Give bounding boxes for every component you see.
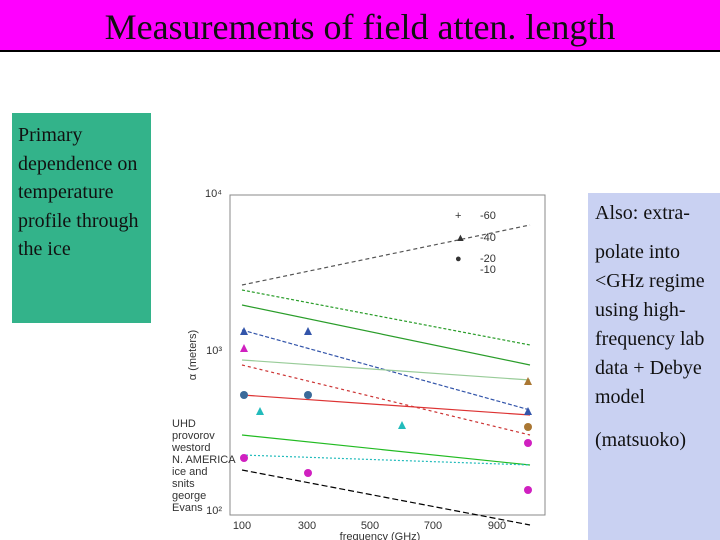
legend-label: ●: [455, 253, 462, 265]
source-list: UHD provorov westord N. AMERICA ice and …: [171, 418, 236, 514]
source-label: N. AMERICA: [172, 454, 236, 466]
y-axis-label: α (meters): [187, 330, 199, 380]
symbols: [240, 327, 532, 494]
plot-frame: [229, 194, 546, 516]
y-tick-label: 10²: [206, 505, 222, 517]
legend-label: +: [455, 210, 461, 222]
x-tick-label: 300: [298, 520, 316, 532]
x-axis-label: frequency (GHz): [340, 531, 421, 540]
note-line: (matsuoko): [595, 429, 687, 451]
source-label: provorov: [172, 430, 215, 442]
source-label: westord: [171, 442, 211, 454]
y-tick-label: 10⁴: [205, 188, 222, 200]
legend-label: -60: [480, 210, 496, 222]
figure: + ▲ ● -60 -40 -20 -10 10⁴ 10³ 10² 100 30…: [171, 188, 546, 540]
right-note: Also: extra- polate into <GHz regime usi…: [588, 193, 720, 540]
x-tick-label: 500: [361, 520, 379, 532]
legend-label: -20: [480, 253, 496, 265]
note-line: Also: extra-: [595, 202, 690, 224]
curves: [241, 224, 531, 526]
source-label: UHD: [172, 418, 196, 430]
legend-label: -10: [480, 264, 496, 276]
note-line: polate into <GHz regime using high-frequ…: [595, 241, 705, 408]
source-label: Evans: [172, 502, 203, 514]
y-tick-label: 10³: [206, 345, 222, 357]
x-tick-label: 100: [233, 520, 251, 532]
x-tick-label: 700: [424, 520, 442, 532]
legend-label: ▲: [455, 232, 466, 244]
x-tick-label: 900: [488, 520, 506, 532]
source-label: george: [172, 490, 206, 502]
slide-title: Measurements of field atten. length: [0, 0, 720, 52]
source-label: ice and: [172, 466, 207, 478]
source-label: snits: [172, 478, 195, 490]
left-note: Primary dependence on temperature profil…: [12, 113, 151, 323]
legend-label: -40: [480, 232, 496, 244]
